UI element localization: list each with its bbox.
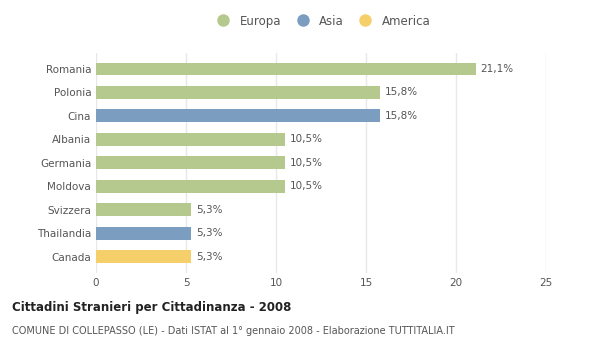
Text: 15,8%: 15,8% bbox=[385, 111, 418, 121]
Bar bbox=[96, 250, 191, 263]
Text: 10,5%: 10,5% bbox=[290, 134, 323, 144]
Text: 5,3%: 5,3% bbox=[196, 252, 223, 261]
Bar bbox=[96, 156, 285, 169]
Bar bbox=[96, 63, 476, 75]
Bar bbox=[96, 180, 285, 193]
Legend: Europa, Asia, America: Europa, Asia, America bbox=[207, 10, 435, 32]
Text: 21,1%: 21,1% bbox=[481, 64, 514, 74]
Bar bbox=[96, 110, 380, 122]
Text: 10,5%: 10,5% bbox=[290, 158, 323, 168]
Text: 5,3%: 5,3% bbox=[196, 228, 223, 238]
Text: COMUNE DI COLLEPASSO (LE) - Dati ISTAT al 1° gennaio 2008 - Elaborazione TUTTITA: COMUNE DI COLLEPASSO (LE) - Dati ISTAT a… bbox=[12, 326, 455, 336]
Text: 15,8%: 15,8% bbox=[385, 88, 418, 97]
Bar bbox=[96, 133, 285, 146]
Text: 5,3%: 5,3% bbox=[196, 205, 223, 215]
Text: Cittadini Stranieri per Cittadinanza - 2008: Cittadini Stranieri per Cittadinanza - 2… bbox=[12, 301, 292, 314]
Bar bbox=[96, 203, 191, 216]
Bar bbox=[96, 227, 191, 239]
Text: 10,5%: 10,5% bbox=[290, 181, 323, 191]
Bar bbox=[96, 86, 380, 99]
